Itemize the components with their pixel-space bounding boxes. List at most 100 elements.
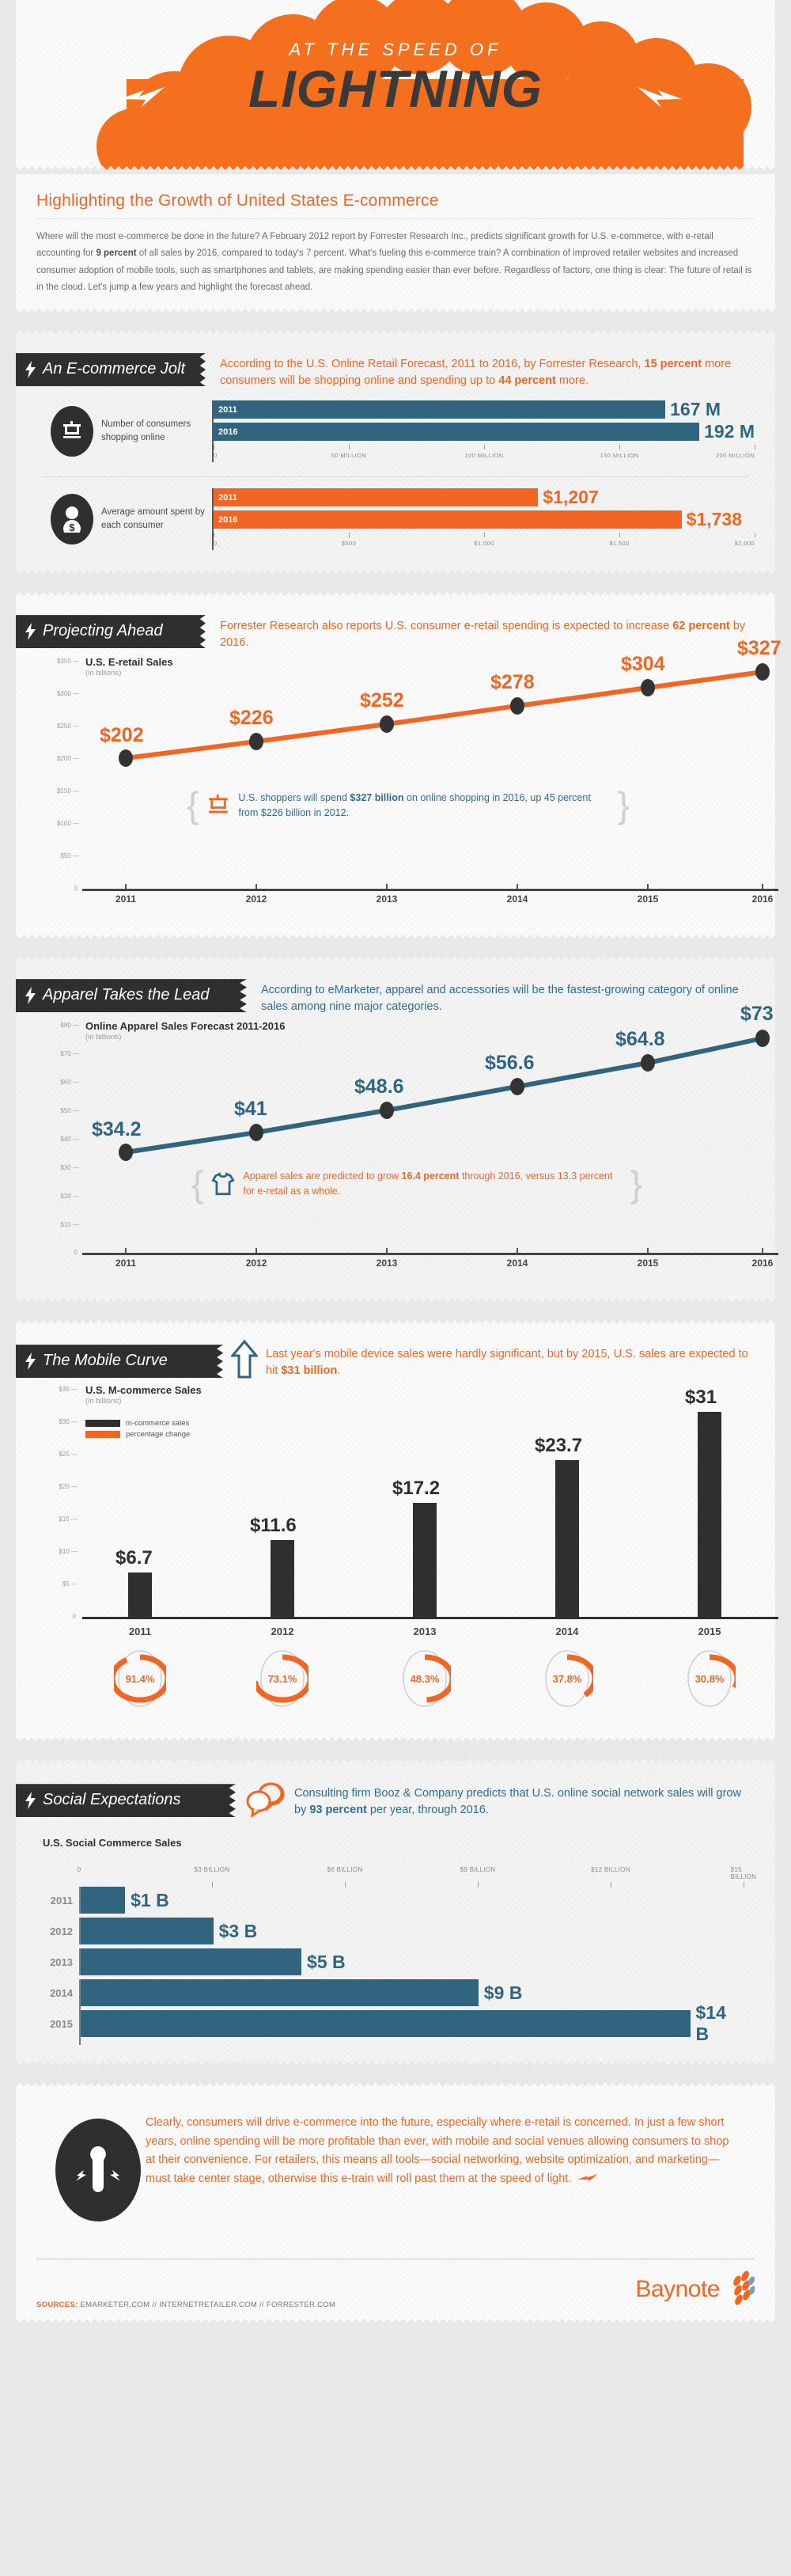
x-tick-label: 0 xyxy=(77,1866,81,1874)
y-tick-label: $5 — xyxy=(62,1580,78,1588)
jolt-row-label: Number of consumers shopping online xyxy=(101,419,191,443)
hero-pretitle: AT THE SPEED OF xyxy=(289,40,502,59)
ribbon-projecting-ahead: Projecting Ahead xyxy=(16,615,206,649)
point-label: $56.6 xyxy=(485,1052,535,1075)
cart-icon-wrap xyxy=(43,406,101,457)
bar-year: 2011 xyxy=(218,492,237,503)
zigzag-divider xyxy=(16,588,775,597)
logo-text: Baynote xyxy=(635,2276,720,2303)
bar-label: $6.7 xyxy=(115,1547,153,1569)
chart-title: U.S. M-commerce Sales xyxy=(85,1384,202,1397)
ribbon-label: Social Expectations xyxy=(43,1791,181,1809)
chart-subtitle: (in billions) xyxy=(85,669,122,678)
jolt-row-spend: $ Average amount spent by each consumer … xyxy=(16,477,775,558)
wrench-icon-wrap xyxy=(51,2114,146,2222)
shopping-cart-icon xyxy=(63,421,81,438)
y-tick-label: $25 — xyxy=(59,1451,78,1459)
bar-row: 2011 167 M xyxy=(214,399,755,419)
shopping-cart-icon xyxy=(209,794,229,814)
x-tick-label: 2012 xyxy=(245,893,267,905)
zigzag-divider xyxy=(16,2319,775,2328)
bar-fill xyxy=(81,2010,691,2038)
y-tick-label: 0 xyxy=(74,885,78,893)
ribbon-apparel: Apparel Takes the Lead xyxy=(16,979,247,1013)
y-tick-label: $20 — xyxy=(59,1483,78,1491)
bar-value: 192 M xyxy=(704,421,755,442)
section-note: Last year's mobile device sales were har… xyxy=(266,1348,748,1378)
legend-label: percentage change xyxy=(126,1430,191,1440)
x-tick-label: 2015 xyxy=(698,1626,721,1638)
bar-label: $23.7 xyxy=(535,1435,583,1457)
section-ecommerce-jolt: An E-commerce Jolt According to the U.S.… xyxy=(16,326,775,579)
bar-row: 2011 $1,207 xyxy=(214,487,755,508)
callout-apparel: { Apparel sales are predicted to grow 16… xyxy=(191,1163,642,1205)
bar-row: 2016 192 M xyxy=(214,421,755,442)
y-tick-label: $20 — xyxy=(60,1193,79,1201)
intro-section: Highlighting the Growth of United States… xyxy=(16,174,775,317)
x-tick-label: 2013 xyxy=(376,893,398,905)
row-year: 2015 xyxy=(50,2017,73,2030)
y-tick-label: $70 — xyxy=(60,1050,79,1058)
zigzag-divider xyxy=(16,326,775,335)
brace-left: { xyxy=(191,1163,204,1205)
brace-right: } xyxy=(630,1163,642,1205)
x-tick-label: $1,000 xyxy=(474,540,494,548)
chart-eretail-sales: $350 — $300 — $250 — $200 — $150 — $100 … xyxy=(16,637,782,943)
x-axis-consumers: 0 50 MILLION 100 MILLION 150 MILLION 200… xyxy=(214,445,755,462)
y-tick-label: $35 — xyxy=(59,1386,78,1394)
baynote-logo[interactable]: Baynote xyxy=(635,2270,755,2309)
row-year: 2011 xyxy=(50,1894,73,1906)
x-tick-label: 2012 xyxy=(245,1258,267,1269)
table-row: 2015 $14 B xyxy=(43,2002,744,2046)
donut-2015: 30.8% xyxy=(679,1647,740,1710)
legend-item: m-commerce sales xyxy=(85,1419,190,1428)
table-row: 2013 $5 B xyxy=(43,1948,744,1976)
donut-2011: 91.4% xyxy=(109,1647,171,1710)
y-tick-label: $10 — xyxy=(59,1548,78,1556)
chart-mcommerce-sales: $35 — $30 — $25 — $20 — $15 — $10 — $5 —… xyxy=(16,1379,778,1745)
jolt-row-label: Average amount spent by each consumer xyxy=(101,506,205,531)
bar-fill xyxy=(81,1918,214,1945)
chart-title: U.S. Social Commerce Sales xyxy=(43,1837,182,1849)
point-label: $73 xyxy=(740,1003,774,1026)
zigzag-divider xyxy=(16,1316,775,1325)
y-tick-label: $60 — xyxy=(60,1079,79,1087)
row-year: 2013 xyxy=(50,1956,73,1968)
x-tick-label: 2016 xyxy=(751,1258,774,1269)
y-tick-label: $50 — xyxy=(60,1107,79,1115)
y-tick-label: $40 — xyxy=(60,1136,79,1144)
x-tick-label: $1,500 xyxy=(609,540,630,548)
section-note: According to the U.S. Online Retail Fore… xyxy=(220,358,732,388)
section-note: According to eMarketer, apparel and acce… xyxy=(261,984,739,1014)
section-mobile-curve: The Mobile Curve Last year's mobile devi… xyxy=(16,1316,778,1746)
hero-text-block: AT THE SPEED OF LIGHTNING xyxy=(16,40,775,116)
donut-value: 30.8% xyxy=(694,1672,725,1685)
zigzag-divider xyxy=(16,935,775,943)
donut-2012: 73.1% xyxy=(252,1647,313,1710)
bar-year: 2016 xyxy=(218,427,238,437)
zigzag-divider xyxy=(16,309,775,317)
ribbon-label: An E-commerce Jolt xyxy=(43,360,186,378)
bar-fill: 2011 xyxy=(214,400,666,419)
table-row: 2011 $1 B xyxy=(43,1887,744,1914)
jolt-row-consumers: Number of consumers shopping online 2011… xyxy=(16,389,775,470)
zigzag-divider xyxy=(16,1737,775,1746)
y-tick-label: $300 — xyxy=(56,690,79,698)
donut-value: 91.4% xyxy=(125,1672,155,1685)
x-tick-label: $6 BILLION xyxy=(327,1866,363,1874)
x-tick-label: 2011 xyxy=(128,1626,152,1638)
row-year: 2012 xyxy=(50,1925,73,1937)
x-tick-label: 2014 xyxy=(506,1258,528,1269)
donut-2014: 37.8% xyxy=(536,1647,598,1710)
x-tick-label: 2013 xyxy=(413,1626,437,1638)
y-tick-label: $15 — xyxy=(59,1516,78,1523)
ribbon-mobile-curve: The Mobile Curve xyxy=(16,1345,223,1379)
x-tick-label: $2,000 xyxy=(734,540,755,548)
y-tick-label: $250 — xyxy=(56,723,79,730)
intro-heading: Highlighting the Growth of United States… xyxy=(36,192,439,210)
x-tick-label: $15 BILLION xyxy=(730,1866,757,1881)
point-label: $304 xyxy=(621,653,665,676)
y-tick-label: $200 — xyxy=(56,755,79,763)
bar-value: $1,207 xyxy=(543,487,599,508)
callout-eretail: { U.S. shoppers will spend $327 billion … xyxy=(187,787,630,824)
